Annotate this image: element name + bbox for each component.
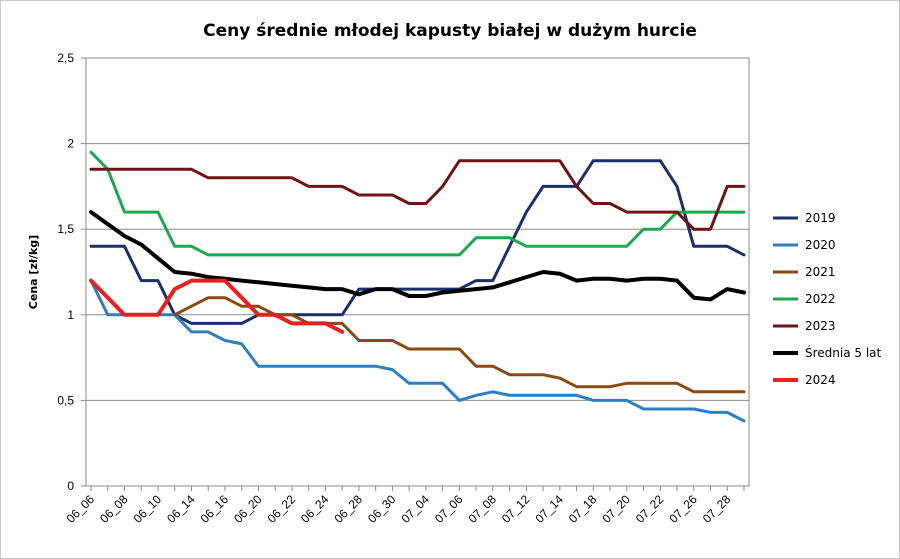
series-line-2020 (89, 279, 746, 423)
y-tick-label: 1,5 (57, 222, 74, 236)
series-lines (89, 150, 746, 423)
x-tick-label: 07_28 (700, 492, 734, 526)
x-tick-label: 06_10 (131, 492, 165, 526)
chart-title: Ceny średnie młodej kapusty białej w duż… (203, 21, 697, 41)
x-tick-label: 07_20 (599, 492, 633, 526)
legend-label: 2024 (805, 373, 836, 387)
legend: 2019 2020 2021 2022 2023 Średnia 5 lat 2024 (773, 211, 882, 387)
legend-label: 2021 (805, 265, 836, 279)
y-tick-label: 2,5 (57, 51, 74, 65)
y-tick-label: 0 (67, 479, 74, 493)
x-tick-label: 07_08 (465, 492, 499, 526)
series-line-2024 (89, 278, 345, 334)
x-tick-label: 06_06 (64, 492, 98, 526)
legend-label: 2022 (805, 292, 836, 306)
x-tick-label: 06_20 (231, 492, 265, 526)
y-axis-label: Cena [zł/kg] (27, 235, 40, 309)
x-tick-label: 07_18 (566, 492, 600, 526)
x-axis-ticks: 06_06 06_08 06_10 06_14 06_16 06_20 06_22 06_24… (64, 486, 745, 526)
series-line-2019 (89, 159, 746, 325)
series-line-2022 (89, 150, 746, 257)
series-line-2021 (173, 296, 746, 394)
x-tick-label: 06_08 (97, 492, 131, 526)
x-tick-label: 06_16 (198, 492, 232, 526)
legend-label: 2019 (805, 211, 836, 225)
x-tick-label: 07_22 (633, 492, 667, 526)
legend-label: 2020 (805, 238, 836, 252)
x-tick-label: 06_14 (164, 492, 198, 526)
x-tick-label: 07_26 (666, 492, 700, 526)
y-tick-label: 0,5 (57, 393, 74, 407)
x-tick-label: 07_04 (398, 492, 432, 526)
x-tick-label: 07_12 (499, 492, 533, 526)
x-tick-label: 06_24 (298, 492, 332, 526)
x-tick-label: 06_30 (365, 492, 399, 526)
x-tick-label: 07_14 (532, 492, 566, 526)
legend-label: 2023 (805, 319, 836, 333)
series-line-średnia-5-lat (89, 210, 746, 302)
series-line-2023 (89, 159, 746, 231)
y-axis-ticks: 0 0,5 1 1,5 2 2,5 (57, 51, 86, 493)
x-tick-label: 07_06 (432, 492, 466, 526)
x-tick-label: 06_22 (265, 492, 299, 526)
y-tick-label: 2 (67, 137, 74, 151)
y-tick-label: 1 (67, 308, 74, 322)
plot-area (85, 57, 750, 487)
x-tick-label: 06_28 (332, 492, 366, 526)
legend-label: Średnia 5 lat (805, 345, 882, 360)
